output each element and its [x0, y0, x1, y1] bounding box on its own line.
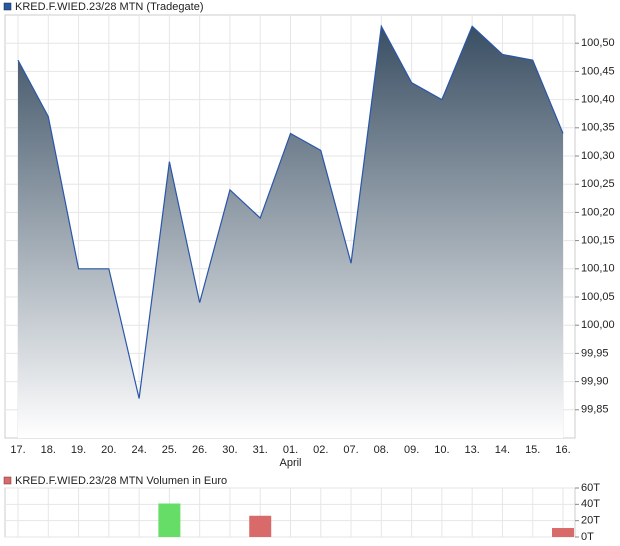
chart-title: KRED.F.WIED.23/28 MTN (Tradegate) [15, 1, 203, 13]
y-tick-label: 100,30 [581, 150, 615, 162]
price-line [17, 24, 564, 399]
y-tick-label: 100,35 [581, 122, 615, 134]
legend-swatch [3, 2, 12, 11]
y-tick-label: 100,15 [581, 235, 615, 247]
y-tick-label: 40T [581, 498, 600, 510]
x-tick-label: 30. [222, 444, 237, 456]
x-tick-label: 20. [101, 444, 116, 456]
x-tick-label: 14. [495, 444, 510, 456]
x-tick-label: 08. [374, 444, 389, 456]
y-tick-label: 100,20 [581, 206, 615, 218]
y-tick-label: 99,90 [581, 376, 609, 388]
volume-bar [552, 528, 574, 537]
y-tick-label: 100,10 [581, 263, 615, 275]
volume-bar [158, 503, 181, 537]
y-tick-label: 100,50 [581, 37, 615, 49]
x-tick-label: 15. [525, 444, 540, 456]
x-tick-label: 16. [555, 444, 570, 456]
x-tick-label: 13. [465, 444, 480, 456]
y-tick-label: 60T [581, 482, 600, 494]
volume-bar [249, 515, 272, 537]
x-tick-label: 18. [41, 444, 56, 456]
x-tick-label: 17. [10, 444, 25, 456]
y-tick-label: 100,05 [581, 291, 615, 303]
legend-swatch [3, 476, 12, 485]
x-tick-label: 10. [434, 444, 449, 456]
x-tick-label: 01. [283, 444, 298, 456]
y-tick-label: 100,40 [581, 94, 615, 106]
x-tick-label: 25. [162, 444, 177, 456]
area-fill [18, 26, 563, 439]
y-tick-label: 100,45 [581, 65, 615, 77]
volume-title: KRED.F.WIED.23/28 MTN Volumen in Euro [15, 475, 227, 487]
y-tick-label: 0T [581, 531, 594, 543]
x-tick-label: 07. [343, 444, 358, 456]
y-tick-label: 99,95 [581, 347, 609, 359]
y-tick-label: 20T [581, 515, 600, 527]
y-tick-label: 100,00 [581, 319, 615, 331]
x-tick-label: 19. [71, 444, 86, 456]
x-tick-label: 02. [313, 444, 328, 456]
x-annotation: April [279, 457, 301, 469]
x-tick-label: 26. [192, 444, 207, 456]
y-tick-label: 100,25 [581, 178, 615, 190]
x-tick-label: 24. [131, 444, 146, 456]
y-tick-label: 99,85 [581, 404, 609, 416]
x-tick-label: 31. [253, 444, 268, 456]
x-tick-label: 09. [404, 444, 419, 456]
